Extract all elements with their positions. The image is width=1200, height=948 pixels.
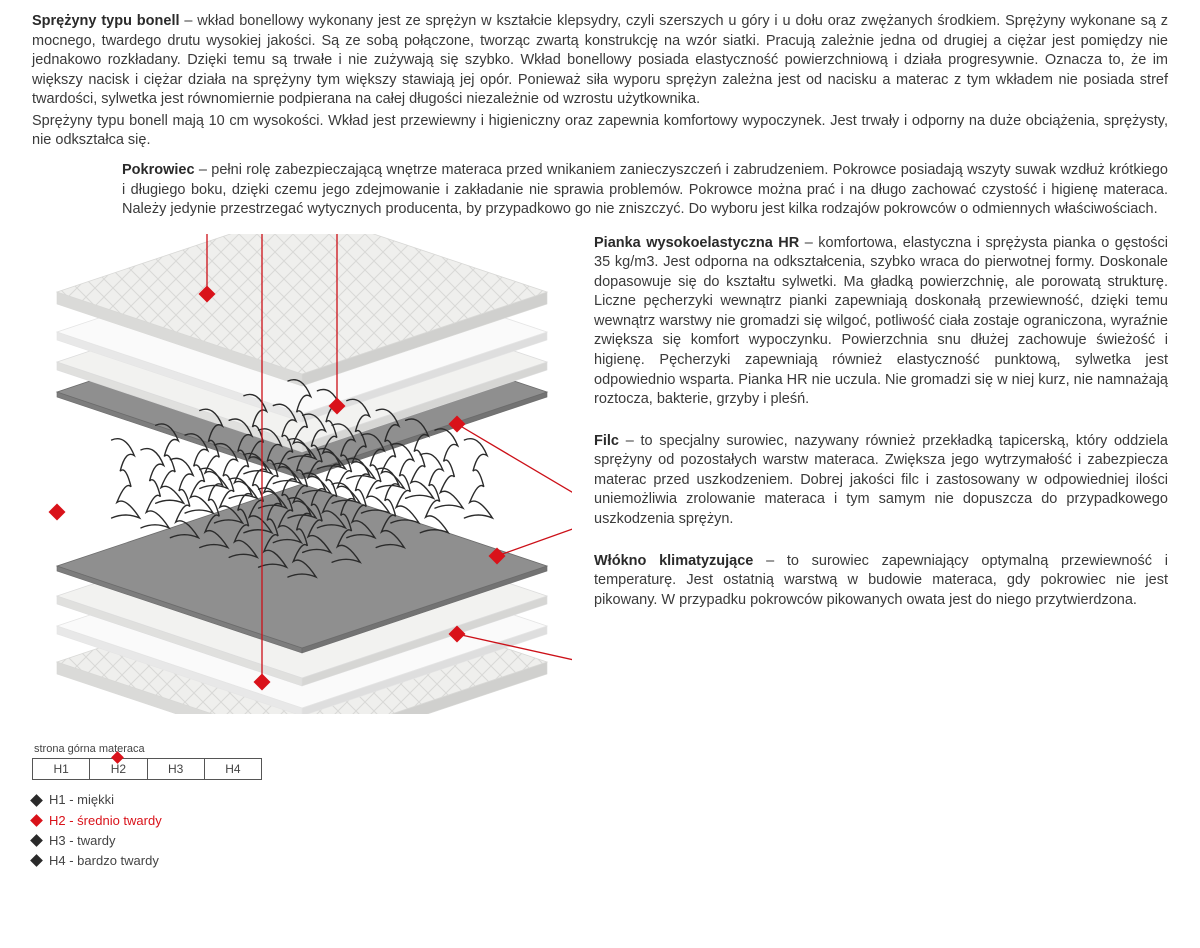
section-wlokno: Włókno klimatyzujące – to surowiec zapew… xyxy=(594,552,1168,611)
hardness-legend-label: H4 - bardzo twardy xyxy=(49,851,159,871)
filc-lead: Filc xyxy=(594,433,619,449)
hardness-legend-label: H1 - miękki xyxy=(49,790,114,810)
spring-coil xyxy=(141,448,169,527)
section-filc: Filc – to specjalny surowiec, nazywany r… xyxy=(594,432,1168,530)
section-pianka: Pianka wysokoelastyczna HR – komfortowa,… xyxy=(594,234,1168,410)
diagram-svg xyxy=(32,234,572,714)
hardness-legend-item: H2 - średnio twardy xyxy=(32,811,262,831)
filc-body: – to specjalny surowiec, nazywany równie… xyxy=(594,433,1168,527)
mid-row: Pianka wysokoelastyczna HR – komfortowa,… xyxy=(32,234,1168,714)
hardness-cell: H1 xyxy=(33,759,90,779)
diagram-column xyxy=(32,234,572,714)
wlokno-lead: Włókno klimatyzujące xyxy=(594,553,753,569)
spring-coil xyxy=(112,438,140,517)
spring-coil xyxy=(464,438,492,517)
pianka-body: – komfortowa, elastyczna i sprężysta pia… xyxy=(594,235,1168,408)
hardness-cell: H3 xyxy=(148,759,205,779)
mattress-diagram xyxy=(32,234,572,714)
section-sprezyny: Sprężyny typu bonell – wkład bonellowy w… xyxy=(32,12,1168,151)
pokrowiec-para: Pokrowiec – pełni rolę zabezpieczającą w… xyxy=(122,161,1168,220)
hardness-cell: H4 xyxy=(205,759,261,779)
hardness-legend-item: H4 - bardzo twardy xyxy=(32,851,262,871)
hardness-legend: strona górna materaca H1H2H3H4 H1 - mięk… xyxy=(32,742,262,871)
diamond-icon xyxy=(30,855,43,868)
sprezyny-para-1: Sprężyny typu bonell – wkład bonellowy w… xyxy=(32,12,1168,110)
section-pokrowiec: Pokrowiec – pełni rolę zabezpieczającą w… xyxy=(32,161,1168,220)
sprezyny-marker xyxy=(49,503,66,520)
sprezyny-para-2: Sprężyny typu bonell mają 10 cm wysokośc… xyxy=(32,112,1168,151)
diamond-icon xyxy=(30,834,43,847)
pokrowiec-lead: Pokrowiec xyxy=(122,162,195,178)
hardness-caption: strona górna materaca xyxy=(32,742,262,757)
pokrowiec-body: – pełni rolę zabezpieczającą wnętrze mat… xyxy=(122,162,1168,217)
right-text-column: Pianka wysokoelastyczna HR – komfortowa,… xyxy=(594,234,1168,633)
hardness-bar: H1H2H3H4 xyxy=(32,758,262,780)
hardness-legend-label: H2 - średnio twardy xyxy=(49,811,162,831)
sprezyny-body-1: – wkład bonellowy wykonany jest ze spręż… xyxy=(32,13,1168,107)
callout-line xyxy=(497,522,572,556)
hardness-legend-label: H3 - twardy xyxy=(49,831,115,851)
sprezyny-lead: Sprężyny typu bonell xyxy=(32,13,180,29)
pianka-lead: Pianka wysokoelastyczna HR xyxy=(594,235,799,251)
hardness-legend-item: H3 - twardy xyxy=(32,831,262,851)
diamond-icon xyxy=(30,794,43,807)
hardness-legend-list: H1 - miękkiH2 - średnio twardyH3 - tward… xyxy=(32,790,262,871)
diamond-icon xyxy=(30,814,43,827)
hardness-legend-item: H1 - miękki xyxy=(32,790,262,810)
